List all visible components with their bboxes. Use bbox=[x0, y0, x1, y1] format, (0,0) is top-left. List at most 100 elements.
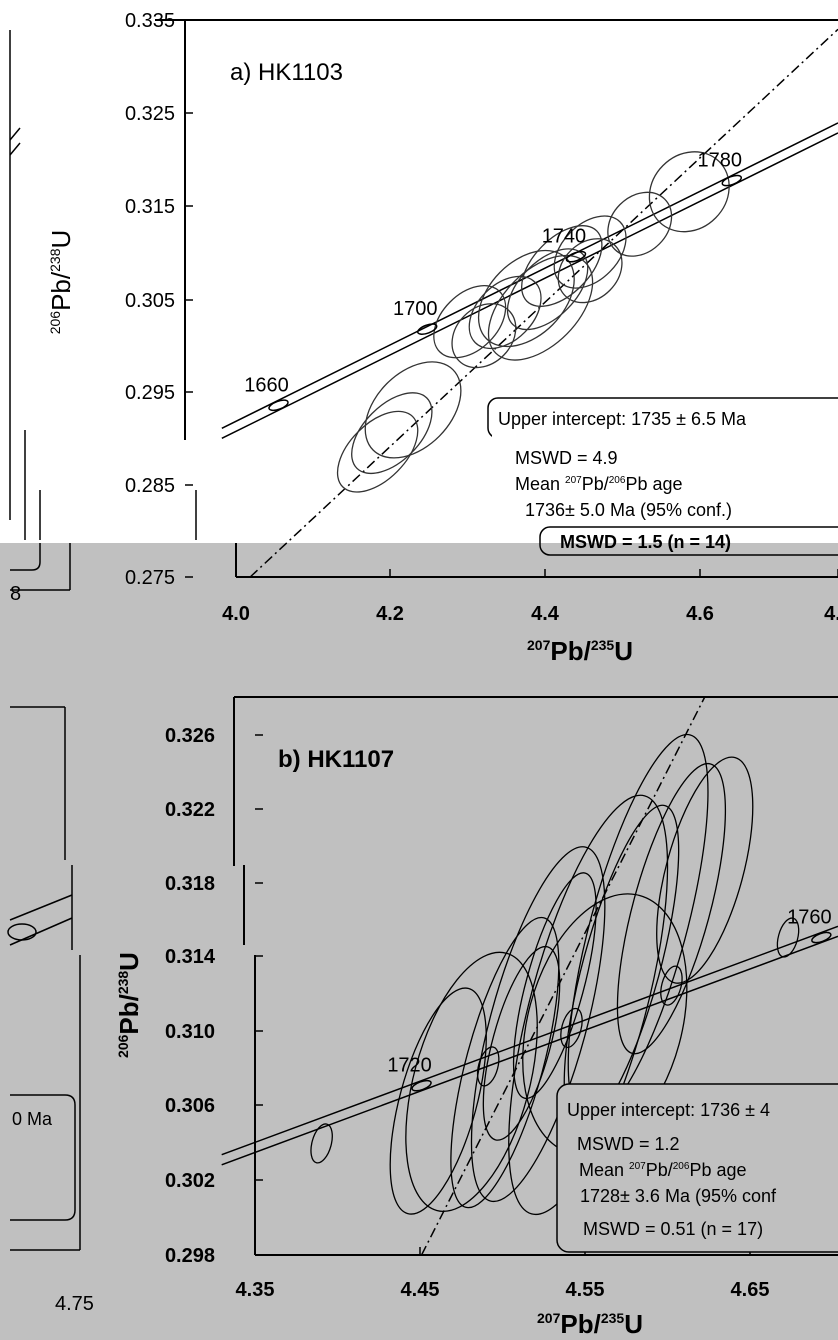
panel-b-ylabel-tail: U bbox=[114, 952, 144, 971]
panel-a-data-ellipse bbox=[336, 410, 419, 493]
panel-a-info-mean-b: Pb/ bbox=[582, 474, 609, 494]
panel-b-age-label: 1720 bbox=[387, 1055, 432, 1077]
panel-a-info-mswd-n: MSWD = 1.5 (n = 14) bbox=[560, 532, 731, 552]
panel-b-info-box-frame bbox=[556, 1083, 838, 1253]
panel-b-data-ellipse bbox=[476, 1046, 500, 1087]
panel-a-ylabel-sup1: 206 bbox=[47, 311, 63, 335]
panel-a-xlabel-sup1: 207 bbox=[527, 637, 551, 653]
panel-b-ylabel-base: Pb/ bbox=[114, 994, 144, 1034]
left-fragment-tick: 4.75 bbox=[55, 1293, 94, 1315]
panel-a-age-label: 1780 bbox=[698, 150, 743, 172]
panel-b-age-label: 1760 bbox=[787, 907, 832, 929]
panel-b-x-tick-label: 4.65 bbox=[731, 1279, 770, 1301]
panel-b-data-ellipse bbox=[512, 872, 597, 1100]
panel-b-y-tick-label: 0.302 bbox=[165, 1170, 215, 1192]
panel-a-y-tick-label: 0.325 bbox=[125, 103, 175, 125]
panel-b-info-mean-c: Pb age bbox=[689, 1160, 746, 1180]
panel-a-ylabel-base: Pb/ bbox=[46, 271, 76, 311]
panel-b-data-ellipse bbox=[776, 917, 800, 958]
panel-b-y-tick-label: 0.310 bbox=[165, 1021, 215, 1043]
panel-a-x-tick-label: 4.0 bbox=[222, 603, 250, 625]
panel-a-age-marker bbox=[268, 399, 289, 412]
panel-a-info-box: Upper intercept: 1735 ± 6.5 Ma MSWD = 4.… bbox=[487, 397, 838, 556]
panel-a-data-ellipse bbox=[553, 215, 627, 289]
panel-b-y-tick-label: 0.306 bbox=[165, 1095, 215, 1117]
panel-a-info-age: 1736± 5.0 Ma (95% conf.) bbox=[525, 500, 732, 520]
panel-a-info-box-fill bbox=[492, 432, 838, 540]
panel-a-x-tick-label: 4.4 bbox=[531, 603, 560, 625]
panel-b-xlabel-sup2: 235 bbox=[601, 1310, 625, 1326]
panel-a-plot-area: 1660 1700 1740 1780 bbox=[221, 28, 838, 578]
panel-b-discordia-line bbox=[420, 696, 706, 1256]
panel-b-info-mean-sup2: 206 bbox=[673, 1161, 690, 1172]
panel-b-data-ellipse bbox=[450, 916, 560, 1209]
panel-a-info-mean-c: Pb age bbox=[625, 474, 682, 494]
panel-a-data-ellipse bbox=[433, 285, 507, 359]
panel-b-age-marker bbox=[811, 931, 832, 944]
panel-a-concordia-line bbox=[221, 122, 838, 429]
panel-b-data-ellipse bbox=[482, 945, 561, 1141]
panel-a-y-tick-label: 0.285 bbox=[125, 475, 175, 497]
panel-b-y-axis-label: 206Pb/238U bbox=[114, 952, 144, 1058]
panel-a-xlabel-sup2: 235 bbox=[591, 637, 615, 653]
panel-a-label: a) HK1103 bbox=[230, 59, 343, 86]
panel-a-x-axis-label: 207Pb/235U bbox=[527, 636, 633, 666]
panel-a-xlabel-tail: U bbox=[614, 636, 633, 666]
panel-a-concordia-line bbox=[221, 132, 838, 440]
panel-a-info-box-bottom bbox=[539, 526, 838, 556]
panel-b-info-box: Upper intercept: 1736 ± 4 MSWD = 1.2 Mea… bbox=[556, 1083, 838, 1253]
panel-a-data-ellipse bbox=[648, 151, 730, 233]
left-fragment-a: 8 bbox=[9, 30, 197, 605]
panel-b-data-ellipse bbox=[656, 756, 754, 984]
panel-b-ylabel-sup2: 238 bbox=[115, 971, 131, 995]
panel-b-info-mean-sup1: 207 bbox=[629, 1161, 646, 1172]
panel-a-age-label: 1660 bbox=[244, 374, 289, 396]
panel-a-x-tick-label: 4.2 bbox=[376, 603, 404, 625]
panel-b-xlabel-base: Pb/ bbox=[560, 1309, 600, 1339]
panel-b-x-tick-label: 4.35 bbox=[236, 1279, 275, 1301]
panel-a-ylabel-tail: U bbox=[46, 230, 76, 249]
panel-a-age-marker bbox=[721, 174, 743, 187]
panel-a-data-ellipse bbox=[468, 275, 542, 350]
panel-a-x-tick-label: 4.6 bbox=[686, 603, 714, 625]
panel-b-label: b) HK1107 bbox=[278, 746, 394, 773]
panel-a-info-mean-sup2: 206 bbox=[609, 475, 626, 486]
panel-b-y-tick-label: 0.326 bbox=[165, 725, 215, 747]
panel-a-y-tick-label: 0.305 bbox=[125, 290, 175, 312]
panel-a-age-marker bbox=[565, 250, 587, 263]
panel-a-info-intercept: Upper intercept: 1735 ± 6.5 Ma bbox=[498, 409, 747, 429]
panel-a-age-label: 1700 bbox=[393, 298, 438, 320]
panel-b-info-mean: Mean 207Pb/206Pb age bbox=[579, 1160, 747, 1180]
panel-a-x-tick-label: 4.8 bbox=[824, 603, 838, 625]
panel-b-info-mswd-n: MSWD = 0.51 (n = 17) bbox=[583, 1219, 763, 1239]
panel-b-y-tick-label: 0.322 bbox=[165, 799, 215, 821]
panel-b-data-ellipse bbox=[310, 1123, 333, 1164]
panel-b-x-axis-label: 207Pb/235U bbox=[537, 1309, 643, 1339]
panel-b-y-tick-label: 0.314 bbox=[165, 946, 216, 968]
panel-b-xlabel-sup1: 207 bbox=[537, 1310, 561, 1326]
panel-b-data-ellipse bbox=[508, 794, 669, 1216]
panel-b-x-tick-label: 4.45 bbox=[401, 1279, 440, 1301]
panel-b-info-age: 1728± 3.6 Ma (95% conf bbox=[580, 1186, 777, 1206]
panel-a-data-ellipse bbox=[451, 303, 517, 369]
panel-a-data-ellipse bbox=[364, 361, 462, 459]
panel-b-y-tick-label: 0.318 bbox=[165, 873, 215, 895]
panel-b-data-ellipse bbox=[389, 987, 487, 1215]
panel-b-info-mswd: MSWD = 1.2 bbox=[577, 1134, 680, 1154]
left-fragment-ma: 0 Ma bbox=[12, 1109, 53, 1129]
panel-a-info-mean-sup1: 207 bbox=[565, 475, 582, 486]
panel-b-x-tick-label: 4.55 bbox=[566, 1279, 605, 1301]
panel-a-data-ellipse bbox=[557, 238, 623, 304]
panel-a-data-ellipse bbox=[487, 254, 594, 361]
panel-b-age-marker bbox=[411, 1079, 432, 1092]
panel-a-y-tick-label: 0.275 bbox=[125, 567, 175, 589]
panel-b-info-mean-b: Pb/ bbox=[646, 1160, 673, 1180]
panel-b-y-ticks: 0.298 0.302 0.306 0.310 0.314 0.318 0.322 0.326 bbox=[165, 725, 263, 1267]
panel-a-info-mean-a: Mean bbox=[515, 474, 565, 494]
panel-a-xlabel-base: Pb/ bbox=[550, 636, 590, 666]
panel-b: 0.298 0.302 0.306 0.310 0.314 0.318 0.322 0.326… bbox=[114, 696, 838, 1339]
panel-b-y-tick-label: 0.298 bbox=[165, 1245, 215, 1267]
panel-a-x-ticks: 4.0 4.2 4.4 4.6 4.8 bbox=[222, 569, 838, 625]
panel-b-x-ticks: 4.35 4.45 4.55 4.65 bbox=[236, 1247, 770, 1301]
